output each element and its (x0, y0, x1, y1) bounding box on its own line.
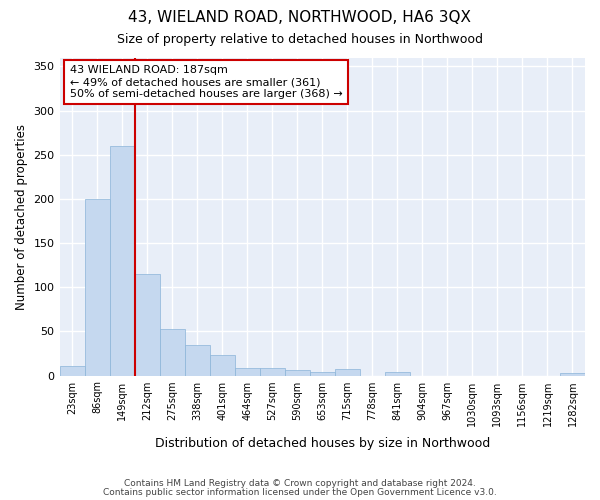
Bar (85, 199, 110, 376)
Bar (285, 370, 310, 376)
Bar (134, 274, 160, 376)
Text: Contains public sector information licensed under the Open Government Licence v3: Contains public sector information licen… (103, 488, 497, 497)
Bar (260, 368, 285, 376)
Bar (385, 372, 410, 376)
Bar (310, 372, 335, 376)
Bar (160, 328, 185, 376)
Text: 43, WIELAND ROAD, NORTHWOOD, HA6 3QX: 43, WIELAND ROAD, NORTHWOOD, HA6 3QX (128, 10, 472, 25)
Text: Contains HM Land Registry data © Crown copyright and database right 2024.: Contains HM Land Registry data © Crown c… (124, 478, 476, 488)
Bar (209, 355, 235, 376)
Text: Size of property relative to detached houses in Northwood: Size of property relative to detached ho… (117, 32, 483, 46)
Bar (335, 370, 360, 376)
Y-axis label: Number of detached properties: Number of detached properties (15, 124, 28, 310)
Bar (560, 373, 585, 376)
Bar (235, 368, 260, 376)
Bar (110, 146, 134, 376)
Bar (185, 344, 209, 376)
Text: 43 WIELAND ROAD: 187sqm
← 49% of detached houses are smaller (361)
50% of semi-d: 43 WIELAND ROAD: 187sqm ← 49% of detache… (70, 66, 343, 98)
X-axis label: Distribution of detached houses by size in Northwood: Distribution of detached houses by size … (155, 437, 490, 450)
Bar (59, 366, 85, 376)
